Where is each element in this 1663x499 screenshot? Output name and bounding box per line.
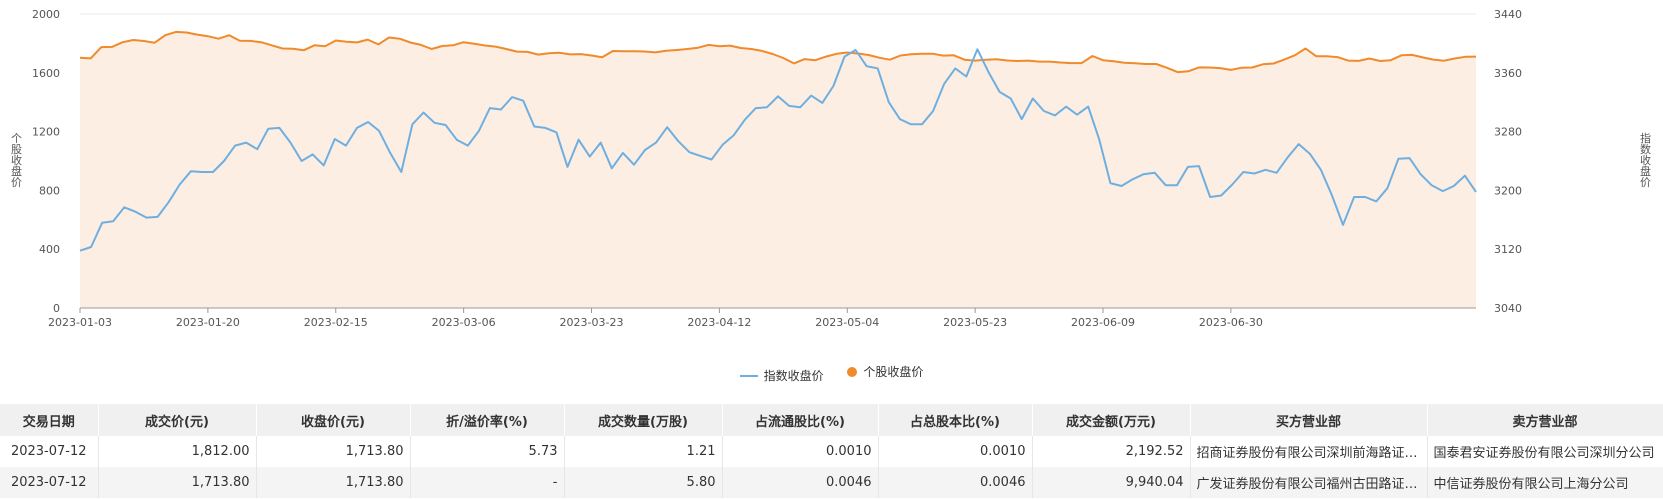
cell-volume: 5.80 [564,467,723,498]
cell-amount: 2,192.52 [1032,436,1191,467]
cell-close-price: 1,713.80 [256,467,411,498]
col-header-premium-rate[interactable]: 折/溢价率(%) [410,404,565,436]
left-tick-label: 800 [39,184,60,197]
left-tick-label: 0 [53,302,60,315]
x-tick-label: 2023-05-23 [943,316,1007,329]
left-tick-label: 1200 [32,126,60,139]
x-tick-label: 2023-01-20 [176,316,240,329]
cell-deal-price: 1,812.00 [98,436,257,467]
col-header-volume[interactable]: 成交数量(万股) [564,404,723,436]
cell-volume: 1.21 [564,436,723,467]
legend-label-stock: 个股收盘价 [863,365,924,379]
x-tick-label: 2023-03-23 [560,316,624,329]
table-header-row: 交易日期 成交价(元) 收盘价(元) 折/溢价率(%) 成交数量(万股) 占流通… [0,404,1663,436]
x-tick-label: 2023-02-15 [304,316,368,329]
right-tick-label: 3440 [1494,8,1522,21]
left-tick-label: 2000 [32,8,60,21]
cell-float-ratio: 0.0010 [722,436,879,467]
cell-seller: 中信证券股份有限公司上海分公司 [1427,467,1663,498]
cell-seller: 国泰君安证券股份有限公司深圳分公司 [1427,436,1663,467]
left-axis-label: 个股收盘价 [10,132,23,187]
cell-buyer: 广发证券股份有限公司福州古田路证券营业部 [1190,467,1428,498]
cell-total-ratio: 0.0046 [878,467,1033,498]
table-row: 2023-07-12 1,812.00 1,713.80 5.73 1.21 0… [0,436,1663,467]
cell-premium-rate: 5.73 [410,436,565,467]
series-line-stock [79,30,1477,74]
right-tick-label: 3280 [1494,126,1522,139]
cell-float-ratio: 0.0046 [722,467,879,498]
right-tick-label: 3120 [1494,243,1522,256]
line-icon [739,374,758,377]
line-chart: 0 400 800 1200 1600 2000 3040 3120 3200 3280 3360 3… [10,8,1652,329]
left-tick-label: 400 [39,243,60,256]
right-tick-label: 3360 [1494,67,1522,80]
x-tick-label: 2023-01-03 [48,316,112,329]
right-tick-label: 3200 [1494,184,1522,197]
x-tick-label: 2023-05-04 [815,316,879,329]
cell-date: 2023-07-12 [0,436,99,467]
cell-date: 2023-07-12 [0,467,99,498]
col-header-total-ratio[interactable]: 占总股本比(%) [878,404,1033,436]
cell-close-price: 1,713.80 [256,436,411,467]
stock-area [80,31,1476,309]
block-trade-table: 交易日期 成交价(元) 收盘价(元) 折/溢价率(%) 成交数量(万股) 占流通… [0,404,1663,498]
table-row: 2023-07-12 1,713.80 1,713.80 - 5.80 0.00… [0,467,1663,498]
legend-label-index: 指数收盘价 [763,369,824,383]
dot-icon [847,366,858,377]
x-tick-label: 2023-03-06 [432,316,496,329]
chart-legend: 指数收盘价 个股收盘价 [0,363,1663,384]
x-tick-label: 2023-06-09 [1071,316,1135,329]
legend-item-index[interactable]: 指数收盘价 [739,367,824,384]
cell-amount: 9,940.04 [1032,467,1191,498]
cell-deal-price: 1,713.80 [98,467,257,498]
col-header-buyer[interactable]: 买方营业部 [1190,404,1428,436]
left-tick-label: 1600 [32,67,60,80]
col-header-deal-price[interactable]: 成交价(元) [98,404,257,436]
right-tick-label: 3040 [1494,302,1522,315]
col-header-seller[interactable]: 卖方营业部 [1427,404,1663,436]
cell-buyer: 招商证券股份有限公司深圳前海路证券营业部 [1190,436,1428,467]
x-tick-label: 2023-04-12 [687,316,751,329]
cell-premium-rate: - [410,467,565,498]
col-header-date[interactable]: 交易日期 [0,404,99,436]
series-line-index [79,48,1477,252]
col-header-float-ratio[interactable]: 占流通股比(%) [722,404,879,436]
col-header-close-price[interactable]: 收盘价(元) [256,404,411,436]
col-header-amount[interactable]: 成交金额(万元) [1032,404,1191,436]
cell-total-ratio: 0.0010 [878,436,1033,467]
x-tick-label: 2023-06-30 [1199,316,1263,329]
legend-item-stock[interactable]: 个股收盘价 [847,363,923,380]
right-axis-label: 指数收盘价 [1639,131,1652,187]
